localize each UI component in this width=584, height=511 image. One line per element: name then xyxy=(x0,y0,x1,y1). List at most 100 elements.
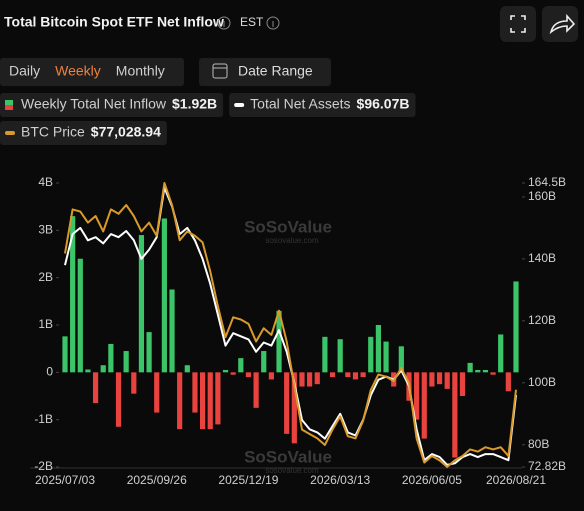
bar xyxy=(398,346,404,373)
bar xyxy=(475,369,481,373)
y-tick-label: -1B xyxy=(34,412,53,426)
x-tick-label: 2026/08/21 xyxy=(486,473,546,487)
bar xyxy=(467,362,473,373)
bar xyxy=(222,369,229,373)
legend-chip xyxy=(0,93,224,117)
bar xyxy=(345,372,351,378)
bar xyxy=(368,336,374,373)
legend-swatch xyxy=(234,103,245,107)
period-option[interactable]: Monthly xyxy=(116,63,165,79)
y2-tick-label: 120B xyxy=(528,313,556,327)
bar xyxy=(459,372,466,396)
bar xyxy=(352,372,359,380)
legend-swatch xyxy=(5,100,13,105)
legend-swatch xyxy=(5,105,13,110)
legend-swatch xyxy=(5,131,15,135)
bar xyxy=(207,372,213,430)
bar xyxy=(199,372,206,430)
y-tick-label: 4B xyxy=(38,175,53,189)
bar xyxy=(146,332,152,373)
period-toggle xyxy=(0,58,184,86)
bar xyxy=(138,235,145,373)
bar xyxy=(329,372,336,378)
bar xyxy=(513,281,519,373)
bar xyxy=(299,372,305,387)
bar xyxy=(100,365,106,373)
y2-tick-label: 160B xyxy=(528,189,556,203)
bar xyxy=(62,336,68,373)
date-range-button[interactable]: Date Range xyxy=(199,58,331,86)
y2-tick-label: 80B xyxy=(528,437,549,451)
legend-value: $1.92B xyxy=(172,96,217,112)
timezone: EST xyxy=(240,15,264,29)
bar xyxy=(337,339,343,373)
bar xyxy=(92,372,99,404)
y-tick-label: -2B xyxy=(34,459,53,473)
y2-tick-label: 72.82B xyxy=(528,459,566,473)
bar xyxy=(414,372,420,420)
bar xyxy=(70,216,76,373)
bar xyxy=(490,372,496,375)
bar xyxy=(284,372,290,434)
info-icon[interactable] xyxy=(217,16,231,30)
bar xyxy=(77,258,83,373)
bar xyxy=(85,369,91,373)
bar xyxy=(108,343,114,373)
line xyxy=(64,182,517,468)
bar xyxy=(482,369,489,373)
legend-name: BTC Price xyxy=(21,124,85,140)
bar xyxy=(169,289,175,373)
legend-value: $77,028.94 xyxy=(91,124,161,140)
bar xyxy=(184,365,190,373)
bar xyxy=(215,372,221,425)
bar xyxy=(444,372,450,389)
chart-title: Total Bitcoin Spot ETF Net Inflow xyxy=(4,14,224,30)
legend-item[interactable]: Weekly Total Net Inflow $1.92B xyxy=(0,93,224,117)
period-option[interactable]: Daily xyxy=(9,63,40,79)
y2-tick-label: 164.5B xyxy=(528,175,566,189)
y-tick-label: 1B xyxy=(38,317,53,331)
bar xyxy=(375,325,382,373)
bar xyxy=(505,372,511,392)
bar xyxy=(192,372,198,413)
legend-value: $96.07B xyxy=(357,96,410,112)
bar xyxy=(177,372,183,430)
bar xyxy=(261,351,267,373)
watermark: sosovalue.com xyxy=(265,236,319,245)
legend-item[interactable]: BTC Price $77,028.94 xyxy=(0,121,167,145)
y-tick-label: 3B xyxy=(38,223,53,237)
bar xyxy=(245,372,252,378)
date-range-label: Date Range xyxy=(238,63,313,79)
bar xyxy=(322,336,328,373)
bar xyxy=(115,372,122,427)
bar xyxy=(268,372,274,380)
x-tick-label: 2025/07/03 xyxy=(35,473,95,487)
watermark: SoSoValue xyxy=(244,447,332,466)
bar xyxy=(383,341,389,373)
info-icon[interactable] xyxy=(266,16,280,30)
legend-item[interactable]: Total Net Assets $96.07B xyxy=(229,93,416,117)
bar xyxy=(154,372,160,413)
bar xyxy=(452,372,458,458)
bar xyxy=(429,372,435,387)
bar xyxy=(436,372,443,385)
x-tick-label: 2026/03/13 xyxy=(310,473,370,487)
period-option[interactable]: Weekly xyxy=(55,63,101,79)
fullscreen-button[interactable] xyxy=(500,6,536,42)
y-tick-label: 0 xyxy=(46,365,53,379)
bar xyxy=(161,218,167,373)
bar xyxy=(360,372,366,378)
legend-name: Weekly Total Net Inflow xyxy=(21,96,167,112)
y2-tick-label: 140B xyxy=(528,251,556,265)
bar xyxy=(291,372,297,444)
bar xyxy=(276,310,282,373)
legend-name: Total Net Assets xyxy=(250,96,350,112)
bar xyxy=(131,372,137,394)
share-button[interactable] xyxy=(542,6,578,42)
bar xyxy=(314,372,320,385)
bar xyxy=(230,372,236,375)
x-tick-label: 2025/12/19 xyxy=(218,473,278,487)
y2-tick-label: 100B xyxy=(528,375,556,389)
